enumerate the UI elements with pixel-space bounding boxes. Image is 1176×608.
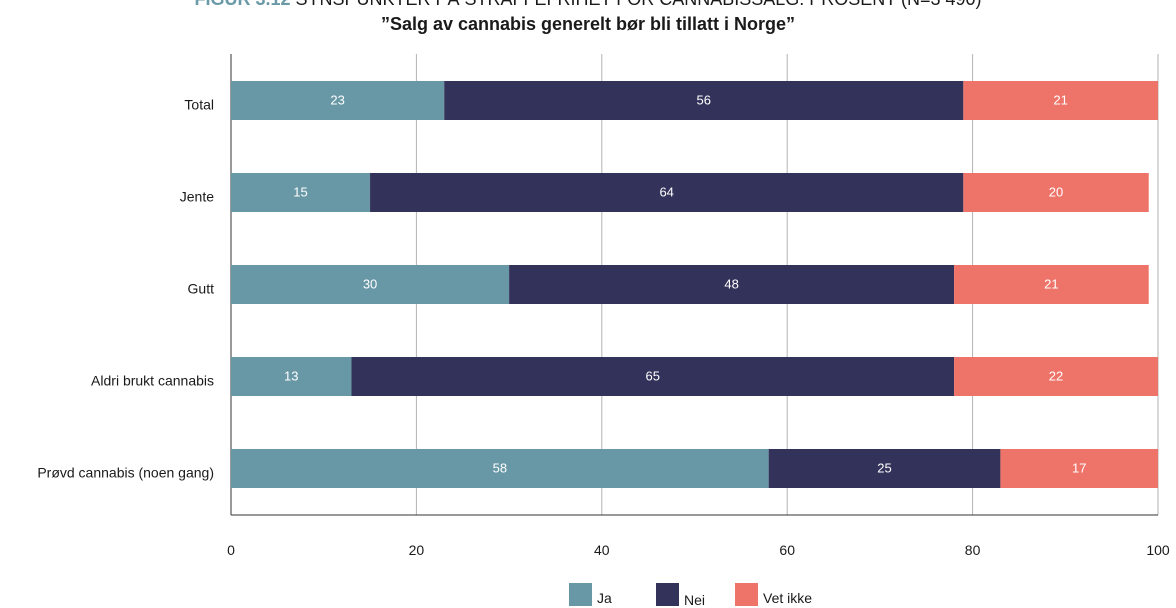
data-label-vet-ikke-aldri-brukt-cannabis: 22 <box>1049 369 1063 384</box>
chart-subtitle: ”Salg av cannabis generelt bør bli tilla… <box>380 14 796 34</box>
bar-vet-ikke-jente <box>963 173 1149 212</box>
category-label-total: Total <box>184 97 214 113</box>
data-label-ja-total: 23 <box>330 93 344 108</box>
data-label-nei-jente: 64 <box>659 185 673 200</box>
category-label-aldri-brukt-cannabis: Aldri brukt cannabis <box>91 373 214 389</box>
legend-label-nei: Nei <box>684 592 705 608</box>
legend-swatch-ja <box>569 583 592 606</box>
bar-nei-gutt <box>509 265 955 304</box>
figure-number: FIGUR 3.12 <box>194 0 290 9</box>
x-tick-label-20: 20 <box>409 542 425 558</box>
data-label-nei-aldri-brukt-cannabis: 65 <box>646 369 660 384</box>
legend-swatch-nei <box>656 583 679 606</box>
category-label-pr-vd-cannabis-noen-gang: Prøvd cannabis (noen gang) <box>37 465 214 481</box>
bar-ja-aldri-brukt-cannabis <box>231 357 352 396</box>
data-label-vet-ikke-gutt: 21 <box>1044 277 1058 292</box>
legend-label-vet-ikke: Vet ikke <box>763 590 812 606</box>
figure-heading: SYNSPUNKTER PÅ STRAFFEFRIHET FOR CANNABI… <box>296 0 982 9</box>
x-tick-label-80: 80 <box>965 542 981 558</box>
bar-vet-ikke-pr-vd-cannabis-noen-gang <box>1000 449 1158 488</box>
bar-vet-ikke-gutt <box>954 265 1149 304</box>
legend-label-ja: Ja <box>597 590 612 606</box>
bar-vet-ikke-aldri-brukt-cannabis <box>954 357 1158 396</box>
category-label-gutt: Gutt <box>188 281 215 297</box>
bar-nei-pr-vd-cannabis-noen-gang <box>768 449 1001 488</box>
bar-nei-total <box>444 81 964 120</box>
bar-nei-jente <box>370 173 964 212</box>
category-label-jente: Jente <box>180 189 214 205</box>
data-label-nei-total: 56 <box>697 93 711 108</box>
bar-ja-pr-vd-cannabis-noen-gang <box>231 449 769 488</box>
x-tick-label-40: 40 <box>594 542 610 558</box>
data-label-ja-gutt: 30 <box>363 277 377 292</box>
bar-ja-jente <box>231 173 371 212</box>
data-label-vet-ikke-jente: 20 <box>1049 185 1063 200</box>
data-label-ja-jente: 15 <box>293 185 307 200</box>
data-label-vet-ikke-total: 21 <box>1053 93 1067 108</box>
data-label-ja-pr-vd-cannabis-noen-gang: 58 <box>493 461 507 476</box>
data-label-nei-gutt: 48 <box>724 277 738 292</box>
x-tick-label-60: 60 <box>779 542 795 558</box>
chart-title: FIGUR 3.12 SYNSPUNKTER PÅ STRAFFEFRIHET … <box>0 0 1176 10</box>
x-tick-label-0: 0 <box>227 542 235 558</box>
bar-ja-total <box>231 81 445 120</box>
legend-swatch-vet-ikke <box>735 583 758 606</box>
x-tick-label-100: 100 <box>1146 542 1170 558</box>
bar-vet-ikke-total <box>963 81 1158 120</box>
data-label-ja-aldri-brukt-cannabis: 13 <box>284 369 298 384</box>
data-label-nei-pr-vd-cannabis-noen-gang: 25 <box>877 461 891 476</box>
data-label-vet-ikke-pr-vd-cannabis-noen-gang: 17 <box>1072 461 1086 476</box>
bar-ja-gutt <box>231 265 510 304</box>
bar-nei-aldri-brukt-cannabis <box>351 357 955 396</box>
